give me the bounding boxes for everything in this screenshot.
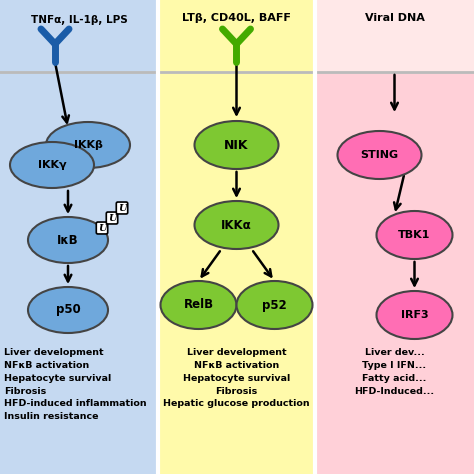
Text: U: U: [108, 213, 116, 222]
Text: Liver development
NFκB activation
Hepatocyte survival
Fibrosis
HFD-induced infla: Liver development NFκB activation Hepato…: [4, 348, 146, 421]
Text: U: U: [98, 224, 106, 233]
Text: NIK: NIK: [224, 138, 249, 152]
Text: U: U: [118, 203, 126, 212]
Text: TNFα, IL-1β, LPS: TNFα, IL-1β, LPS: [31, 15, 128, 25]
Text: Liver development
NFκB activation
Hepatocyte survival
Fibrosis
Hepatic glucose p: Liver development NFκB activation Hepato…: [163, 348, 310, 409]
Text: Viral DNA: Viral DNA: [365, 13, 424, 23]
Ellipse shape: [194, 201, 279, 249]
Bar: [0, 0, 158, 72]
Text: STING: STING: [360, 150, 399, 160]
Text: IKKα: IKKα: [221, 219, 252, 231]
Ellipse shape: [194, 121, 279, 169]
Text: RelB: RelB: [183, 299, 214, 311]
Ellipse shape: [376, 211, 453, 259]
Text: p50: p50: [55, 303, 81, 317]
Ellipse shape: [161, 281, 237, 329]
Ellipse shape: [46, 122, 130, 168]
Bar: [315, 72, 474, 474]
Text: IKKγ: IKKγ: [38, 160, 66, 170]
Bar: [315, 0, 474, 72]
Text: IRF3: IRF3: [401, 310, 428, 320]
Bar: [158, 0, 315, 72]
Text: p52: p52: [262, 299, 287, 311]
Text: TBK1: TBK1: [398, 230, 431, 240]
Ellipse shape: [337, 131, 421, 179]
Ellipse shape: [376, 291, 453, 339]
Bar: [0, 72, 158, 474]
Bar: [158, 72, 315, 474]
Text: LTβ, CD40L, BAFF: LTβ, CD40L, BAFF: [182, 13, 291, 23]
Ellipse shape: [28, 287, 108, 333]
Ellipse shape: [10, 142, 94, 188]
Text: IκB: IκB: [57, 234, 79, 246]
Text: Liver dev...
Type I IFN...
Fatty acid...
HFD-Induced...: Liver dev... Type I IFN... Fatty acid...…: [355, 348, 435, 395]
Ellipse shape: [237, 281, 312, 329]
Text: IKKβ: IKKβ: [73, 140, 102, 150]
Ellipse shape: [28, 217, 108, 263]
